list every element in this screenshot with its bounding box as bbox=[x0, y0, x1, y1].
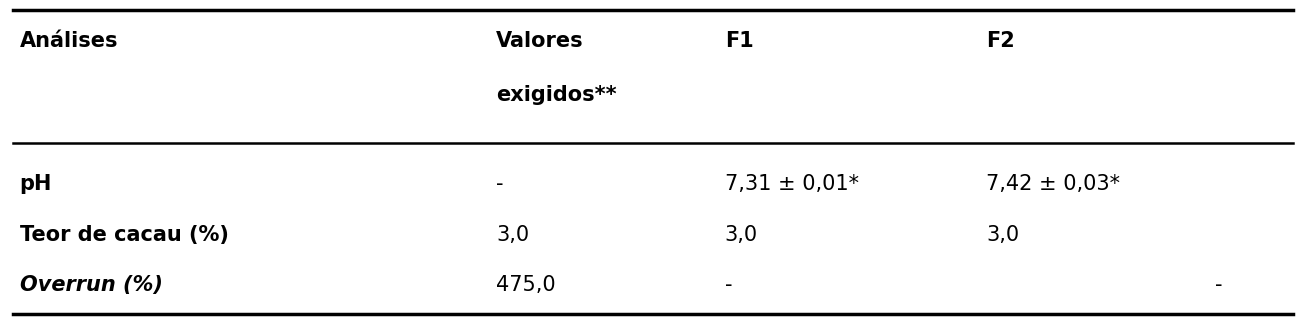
Text: 3,0: 3,0 bbox=[725, 224, 757, 245]
Text: Teor de cacau (%): Teor de cacau (%) bbox=[20, 224, 229, 245]
Text: F1: F1 bbox=[725, 31, 754, 51]
Text: -: - bbox=[1215, 275, 1222, 295]
Text: Análises: Análises bbox=[20, 31, 118, 51]
Text: -: - bbox=[496, 174, 504, 194]
Text: 3,0: 3,0 bbox=[496, 224, 529, 245]
Text: pH: pH bbox=[20, 174, 52, 194]
Text: Valores: Valores bbox=[496, 31, 584, 51]
Text: exigidos**: exigidos** bbox=[496, 85, 616, 105]
Text: -: - bbox=[725, 275, 733, 295]
Text: Overrun (%): Overrun (%) bbox=[20, 275, 162, 295]
Text: 3,0: 3,0 bbox=[986, 224, 1019, 245]
Text: 7,31 ± 0,01*: 7,31 ± 0,01* bbox=[725, 174, 859, 194]
Text: F2: F2 bbox=[986, 31, 1015, 51]
Text: 7,42 ± 0,03*: 7,42 ± 0,03* bbox=[986, 174, 1121, 194]
Text: 475,0: 475,0 bbox=[496, 275, 556, 295]
